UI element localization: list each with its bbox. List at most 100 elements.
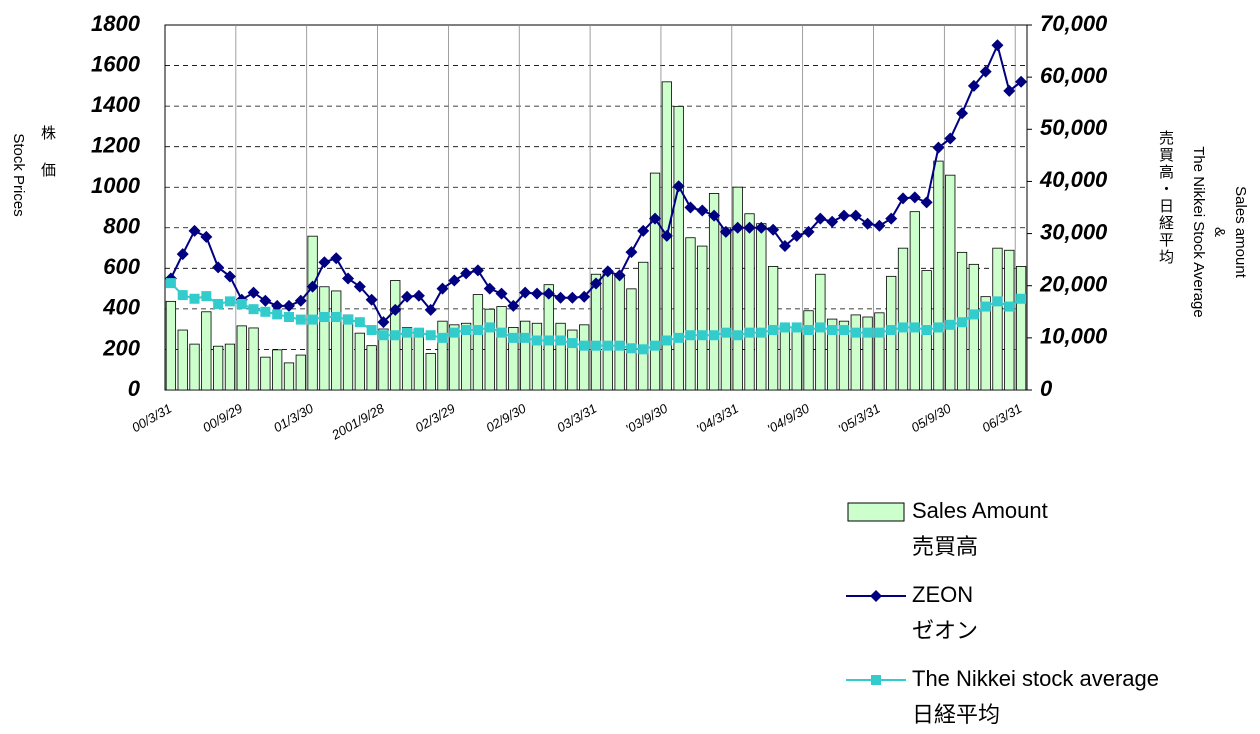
marker [613,269,626,282]
marker [719,225,732,238]
y-tick-label: 0 [128,376,141,401]
x-tick-label: 00/3/31 [129,401,174,436]
bar [744,213,755,391]
marker [861,217,874,230]
bar [732,186,743,391]
bar [673,105,684,391]
marker [519,286,532,299]
marker [412,289,425,302]
bar [838,320,850,391]
marker [295,314,306,325]
bar [437,320,448,391]
bar [614,275,625,391]
bar [590,273,602,391]
marker [590,277,602,290]
marker [260,306,271,317]
bar [827,318,838,391]
marker [614,340,625,351]
marker [507,299,520,312]
marker [625,246,638,259]
marker [165,278,176,289]
marker [908,191,921,204]
legend-label: The Nikkei stock average [912,666,1159,691]
bar [378,328,389,391]
y2-axis-title: Sales amount [1232,186,1249,279]
marker [436,282,449,295]
y-tick-label: 400 [102,295,140,320]
bar [460,322,472,391]
marker [461,325,472,336]
marker [201,291,212,302]
marker [696,204,709,217]
marker [271,299,284,312]
marker [566,291,579,304]
marker [849,209,862,222]
marker [767,223,780,236]
y2-tick-label: 0 [1040,376,1053,401]
bar [874,312,885,391]
y-axis-title-ja: 株価 [39,125,56,199]
x-tick-label: 02/3/29 [413,401,458,436]
marker [460,267,473,280]
marker [176,248,189,261]
marker [790,229,803,242]
marker [354,317,365,328]
y-tick-label: 600 [103,254,140,279]
marker [472,325,483,336]
x-tick-label: 03/3/31 [554,401,599,436]
marker [980,301,991,312]
marker [649,212,662,225]
y-tick-label: 1400 [91,92,141,117]
y2-tick-label: 40,000 [1039,167,1108,192]
bar [401,327,413,391]
marker [921,325,932,336]
bar [897,247,909,391]
marker [248,304,259,315]
x-tick-label: 01/3/30 [271,400,317,435]
y2-tick-label: 60,000 [1040,63,1108,88]
bar [319,286,330,391]
bar [567,329,578,391]
marker [177,290,188,301]
bar [366,345,377,391]
marker [814,212,827,225]
legend-label: ZEON [912,582,973,607]
marker [449,327,460,338]
marker [189,293,200,304]
bar [496,306,507,391]
marker [992,296,1003,307]
x-tick-label: '04/3/31 [694,401,741,437]
y2-axis-title-ja: 売買高・日経平均 [1157,130,1174,266]
bar [909,211,920,391]
bar [626,288,637,391]
marker [542,287,555,300]
marker [802,225,815,238]
bar [413,328,424,391]
marker [897,192,910,205]
bar [177,329,188,391]
x-tick-label: 02/9/30 [483,400,529,435]
marker [626,343,637,354]
x-tick-label: '05/3/31 [835,401,882,437]
marker [672,180,685,193]
y2-tick-label: 70,000 [1040,11,1108,36]
bar [791,328,802,391]
marker [732,330,743,341]
marker [591,340,601,351]
marker [520,332,531,343]
marker [496,327,507,338]
marker [862,327,873,338]
marker [873,219,886,232]
marker [236,298,247,309]
marker [755,221,768,234]
bar [213,345,224,391]
marker [579,340,590,351]
legend-label-ja: 日経平均 [912,702,1000,727]
marker [885,212,898,225]
bar [649,172,661,391]
bar [850,314,861,391]
bar [236,325,247,391]
marker [945,319,956,330]
marker [272,309,283,320]
marker [602,340,613,351]
